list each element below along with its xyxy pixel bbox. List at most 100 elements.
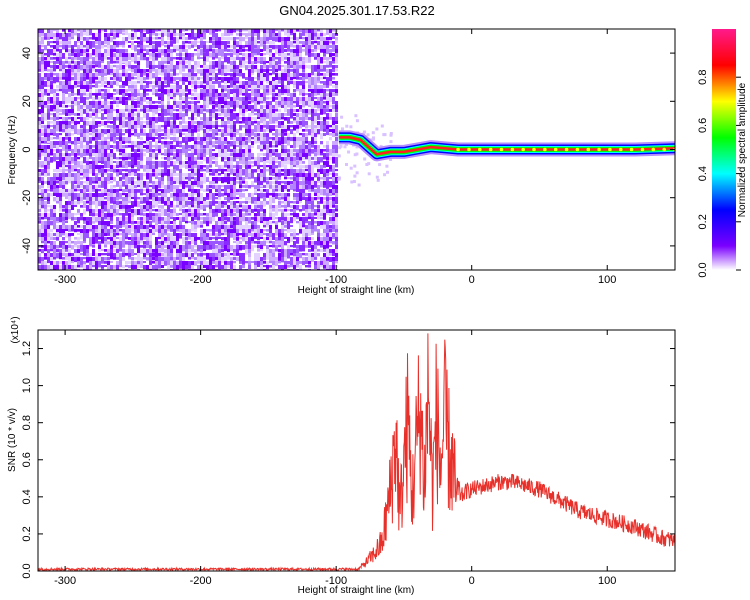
noise-cell xyxy=(284,49,287,52)
noise-cell xyxy=(203,201,206,206)
noise-cell xyxy=(311,77,314,82)
noise-cell xyxy=(302,37,305,40)
noise-cell xyxy=(53,189,56,194)
noise-cell xyxy=(44,193,47,197)
noise-cell xyxy=(41,153,44,156)
noise-cell xyxy=(215,213,218,217)
noise-cell xyxy=(218,65,221,70)
noise-cell xyxy=(254,53,257,56)
noise-cell xyxy=(143,45,146,50)
noise-cell xyxy=(140,173,143,179)
noise-cell xyxy=(215,105,218,108)
noise-cell xyxy=(302,121,305,127)
noise-cell xyxy=(167,253,170,257)
noise-cell xyxy=(299,157,302,161)
noise-cell xyxy=(128,69,131,72)
noise-cell xyxy=(59,177,62,183)
noise-cell xyxy=(152,81,155,84)
noise-cell xyxy=(164,53,167,58)
noise-cell xyxy=(179,253,182,260)
noise-cell xyxy=(146,109,149,113)
noise-cell xyxy=(53,45,56,51)
noise-cell xyxy=(62,41,65,47)
noise-cell xyxy=(98,201,101,207)
noise-cell xyxy=(92,137,95,141)
noise-cell xyxy=(68,61,71,66)
noise-cell xyxy=(86,225,89,229)
noise-cell xyxy=(299,89,302,94)
noise-cell xyxy=(293,169,296,173)
noise-cell xyxy=(110,253,113,260)
noise-cell xyxy=(296,121,299,125)
noise-cell xyxy=(164,29,167,33)
noise-cell xyxy=(227,173,230,177)
noise-cell xyxy=(314,153,317,157)
noise-cell xyxy=(197,29,200,35)
noise-cell xyxy=(65,109,68,116)
noise-cell xyxy=(182,149,185,154)
noise-cell xyxy=(296,149,299,156)
noise-cell xyxy=(221,61,224,68)
noise-cell xyxy=(278,129,281,134)
noise-cell xyxy=(98,77,101,84)
noise-cell xyxy=(104,69,107,73)
noise-cell xyxy=(86,265,89,270)
noise-cell xyxy=(92,121,95,126)
noise-cell xyxy=(56,249,59,253)
noise-cell xyxy=(128,209,131,213)
noise-cell xyxy=(44,153,47,158)
noise-cell xyxy=(245,93,248,99)
noise-cell xyxy=(215,77,218,83)
noise-cell xyxy=(149,245,152,249)
noise-cell xyxy=(74,49,77,53)
noise-cell xyxy=(305,205,308,210)
noise-cell xyxy=(248,173,251,179)
noise-cell xyxy=(53,177,56,183)
noise-cell xyxy=(236,197,239,200)
noise-cell xyxy=(230,245,233,252)
noise-cell xyxy=(182,177,185,183)
noise-cell xyxy=(143,77,146,81)
noise-cell xyxy=(101,61,104,64)
noise-cell xyxy=(179,141,182,145)
noise-cell xyxy=(263,153,266,156)
noise-cell xyxy=(218,177,221,182)
noise-cell xyxy=(44,233,47,237)
noise-cell xyxy=(248,137,251,143)
noise-cell xyxy=(284,57,287,60)
noise-cell xyxy=(77,229,80,232)
noise-cell xyxy=(47,189,50,192)
noise-cell xyxy=(203,133,206,138)
noise-cell xyxy=(83,133,86,137)
noise-cell xyxy=(194,121,197,124)
noise-cell xyxy=(131,261,134,266)
noise-cell xyxy=(293,37,296,41)
noise-cell xyxy=(215,45,218,48)
noise-cell xyxy=(230,193,233,200)
noise-cell xyxy=(179,113,182,119)
noise-cell xyxy=(167,29,170,33)
noise-cell xyxy=(299,61,302,68)
noise-cell xyxy=(311,249,314,252)
noise-cell xyxy=(176,141,179,145)
noise-cell xyxy=(299,97,302,102)
noise-cell xyxy=(275,169,278,174)
noise-cell xyxy=(308,141,311,147)
noise-cell xyxy=(89,129,92,133)
noise-cell xyxy=(122,89,125,95)
noise-cell xyxy=(98,49,101,55)
noise-cell xyxy=(230,81,233,88)
noise-cell xyxy=(257,257,260,263)
noise-cell xyxy=(95,49,98,53)
noise-cell xyxy=(227,185,230,191)
noise-cell xyxy=(86,197,89,202)
noise-cell xyxy=(131,165,134,169)
noise-cell xyxy=(74,205,77,207)
noise-cell xyxy=(95,105,98,110)
noise-cell xyxy=(275,185,278,189)
noise-cell xyxy=(164,41,167,45)
noise-cell xyxy=(41,93,44,98)
noise-cell xyxy=(251,217,254,220)
noise-cell xyxy=(188,241,191,245)
noise-cell xyxy=(65,173,68,178)
